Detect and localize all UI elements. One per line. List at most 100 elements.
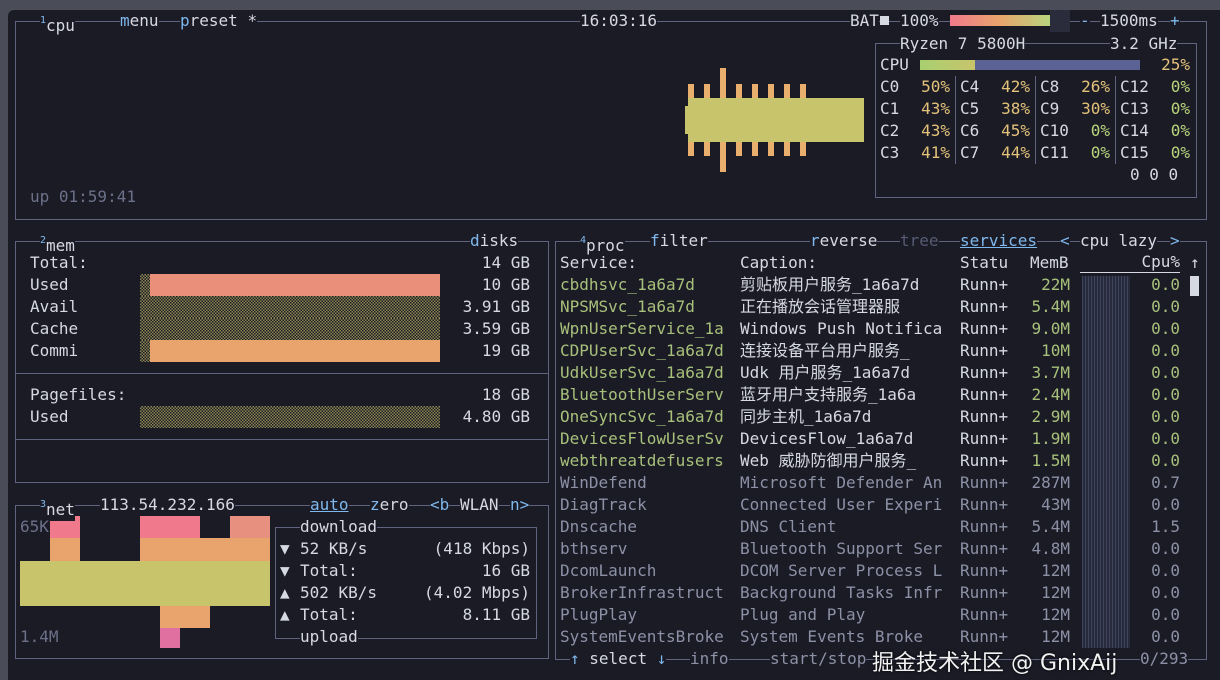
net-stat-value: 8.11 GB (462, 605, 530, 624)
filter-button[interactable]: filter (650, 230, 708, 252)
proc-status: Runn+ (960, 451, 1009, 470)
proc-caption: Udk 用户服务_1a6a7d (740, 363, 910, 382)
cpu-graph-bar (704, 98, 712, 142)
col-status[interactable]: Statu (960, 253, 1009, 272)
proc-cpu: 0.0 (1151, 363, 1180, 382)
core-divider (955, 142, 956, 164)
proc-service-name: NPSMSvc_1a6a7d (560, 297, 695, 316)
info-button[interactable]: info (690, 648, 729, 670)
proc-cpu: 0.7 (1151, 473, 1180, 492)
download-label: download (300, 516, 378, 538)
cpu-graph-spike (704, 142, 710, 156)
proc-service-name: webthreatdefusers (560, 451, 724, 470)
core-percent: 0% (1090, 143, 1110, 162)
proc-service-name: UdkUserSvc_1a6a7d (560, 363, 724, 382)
preset-button[interactable]: preset * (180, 10, 258, 32)
proc-caption: 剪贴板用户服务_1a6a7d (740, 275, 920, 294)
battery-meter (950, 15, 1050, 26)
cpu-total-meter (920, 60, 1140, 70)
scroll-up-arrow[interactable]: ↑ (1190, 253, 1200, 272)
tree-toggle[interactable]: tree (900, 230, 939, 252)
proc-caption: 连接设备平台用户服务_ (740, 341, 910, 360)
core-label: C14 (1120, 121, 1149, 140)
cpu-mini-graph-column (1082, 276, 1130, 648)
iface-name: WLAN (460, 494, 499, 516)
proc-mem: 10M (1041, 341, 1070, 360)
menu-button[interactable]: menu (120, 10, 159, 32)
proc-status: Runn+ (960, 473, 1009, 492)
proc-mem: 4.8M (1031, 539, 1070, 558)
cpu-graph-bar (736, 98, 744, 142)
net-zero-toggle[interactable]: zero (370, 494, 409, 516)
proc-cpu: 1.5 (1151, 517, 1180, 536)
interval-decrease-button[interactable]: - (1080, 10, 1090, 32)
cpu-graph-spike (720, 142, 726, 172)
net-graph-block (50, 538, 80, 561)
cpu-graph-bar (712, 98, 720, 142)
services-toggle[interactable]: services (960, 230, 1038, 252)
proc-service-name: CDPUserSvc_1a6a7d (560, 341, 724, 360)
proc-cpu: 0.0 (1151, 451, 1180, 470)
core-divider (1115, 142, 1116, 164)
battery-percent: 100% (900, 10, 939, 32)
mem-meter (140, 318, 440, 340)
mem-row-value: 3.59 GB (462, 319, 530, 338)
sort-prev-button[interactable]: < (1060, 230, 1070, 252)
net-scale-bottom: 1.4M (20, 627, 59, 646)
core-divider (1115, 98, 1116, 120)
sort-next-button[interactable]: > (1170, 230, 1180, 252)
proc-cpu: 0.0 (1151, 495, 1180, 514)
disks-toggle[interactable]: disks (470, 230, 519, 252)
mem-meter (140, 296, 440, 318)
cpu-title: cpu (46, 16, 75, 35)
proc-caption: DNS Client (740, 517, 837, 536)
cpu-graph-bar (768, 98, 776, 142)
pagefile-used-label: Used (30, 407, 69, 426)
cpu-graph-bar (784, 98, 792, 142)
interval-increase-button[interactable]: + (1170, 10, 1180, 32)
proc-cpu: 0.0 (1151, 561, 1180, 580)
core-label: C12 (1120, 77, 1149, 96)
proc-caption: System Events Broke (740, 627, 924, 646)
cpu-graph-spike (704, 84, 710, 98)
proc-mem: 287M (1031, 473, 1070, 492)
proc-caption: Windows Push Notifica (740, 319, 943, 338)
core-divider (955, 120, 956, 142)
core-label: C6 (960, 121, 980, 140)
proc-status: Runn+ (960, 429, 1009, 448)
col-service[interactable]: Service: (560, 253, 638, 272)
proc-caption: 同步主机_1a6a7d (740, 407, 872, 426)
cpu-frequency: 3.2 GHz (1110, 33, 1178, 55)
pagefiles-value: 18 GB (481, 385, 530, 404)
proc-caption: DevicesFlow_1a6a7d (740, 429, 914, 448)
col-caption[interactable]: Caption: (740, 253, 818, 272)
iface-next-button[interactable]: n> (510, 494, 530, 516)
proc-service-name: SystemEventsBroke (560, 627, 724, 646)
col-cpu[interactable]: Cpu% (1080, 252, 1180, 273)
core-percent: 0% (1170, 77, 1190, 96)
start-stop-button[interactable]: start/stop (770, 648, 867, 670)
net-auto-toggle[interactable]: auto (310, 494, 349, 516)
core-divider (955, 98, 956, 120)
net-graph-block (140, 538, 270, 561)
proc-mem: 12M (1041, 605, 1070, 624)
net-graph-block (160, 606, 210, 628)
mem-divider (16, 373, 548, 374)
proc-caption: Plug and Play (740, 605, 866, 624)
proc-cpu: 0.0 (1151, 385, 1180, 404)
net-stats-box (275, 527, 537, 639)
cpu-total-label: CPU (880, 55, 909, 74)
upload-label: upload (300, 626, 358, 648)
cpu-box-title[interactable]: 1cpu (40, 10, 75, 37)
net-stat-label: Total: (300, 561, 358, 580)
scrollbar-thumb[interactable] (1190, 276, 1199, 296)
cpu-graph-spike (688, 142, 694, 156)
core-percent: 43% (921, 121, 950, 140)
clock: 16:03:16 (580, 10, 658, 32)
col-mem[interactable]: MemB (1030, 253, 1069, 272)
iface-prev-button[interactable]: <b (430, 494, 450, 516)
net-graph-block (140, 516, 200, 538)
proc-caption: Background Tasks Infr (740, 583, 943, 602)
select-control[interactable]: ↑ select ↓ (570, 648, 667, 670)
reverse-toggle[interactable]: reverse (810, 230, 878, 252)
